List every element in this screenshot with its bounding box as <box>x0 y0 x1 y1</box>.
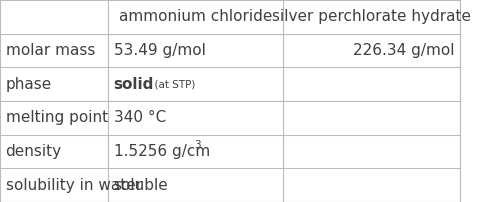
Text: silver perchlorate hydrate: silver perchlorate hydrate <box>272 9 471 24</box>
Text: (at STP): (at STP) <box>148 79 196 89</box>
Text: solid: solid <box>113 77 154 92</box>
Text: soluble: soluble <box>113 178 169 193</box>
Text: melting point: melting point <box>5 110 108 125</box>
Text: 3: 3 <box>194 140 201 150</box>
Text: solubility in water: solubility in water <box>5 178 142 193</box>
Text: molar mass: molar mass <box>5 43 95 58</box>
Text: 1.5256 g/cm: 1.5256 g/cm <box>113 144 210 159</box>
Text: phase: phase <box>5 77 52 92</box>
Text: ammonium chloride: ammonium chloride <box>119 9 272 24</box>
Text: 53.49 g/mol: 53.49 g/mol <box>113 43 206 58</box>
Text: 340 °C: 340 °C <box>113 110 166 125</box>
Text: density: density <box>5 144 62 159</box>
Text: 226.34 g/mol: 226.34 g/mol <box>353 43 455 58</box>
